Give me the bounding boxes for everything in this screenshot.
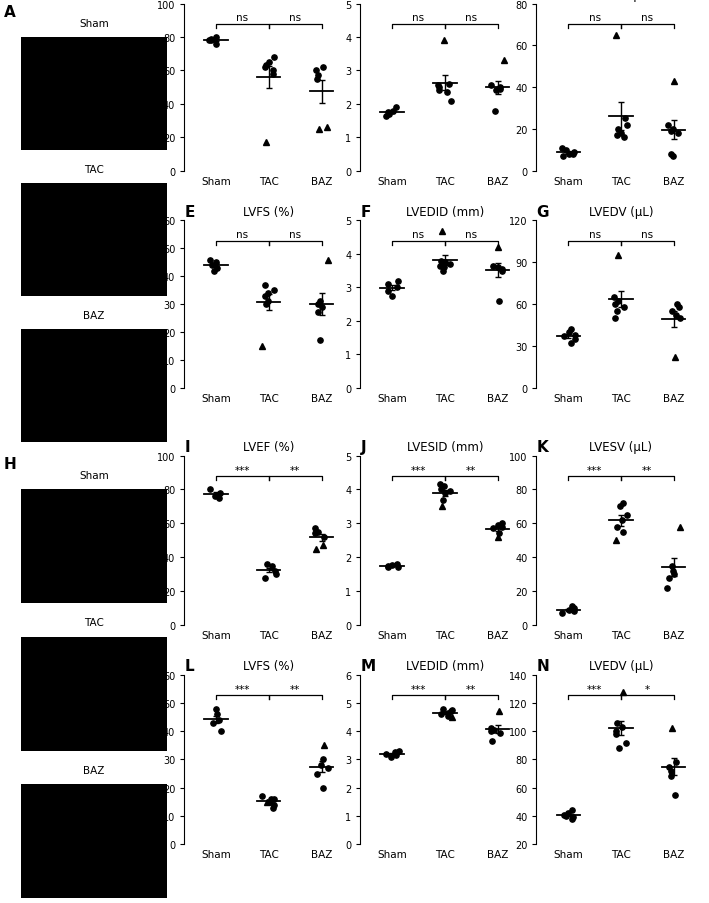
Text: **: ** xyxy=(290,684,301,694)
Title: LVEDID (mm): LVEDID (mm) xyxy=(406,206,484,219)
Text: Sham: Sham xyxy=(79,18,108,29)
Title: LVESV (μL): LVESV (μL) xyxy=(589,441,652,453)
Title: LVESID (mm): LVESID (mm) xyxy=(407,0,483,2)
Text: D: D xyxy=(537,0,549,3)
Text: ns: ns xyxy=(289,14,301,23)
Text: I: I xyxy=(184,439,190,454)
Text: TAC: TAC xyxy=(84,164,104,174)
Text: *: * xyxy=(644,684,650,694)
Text: **: ** xyxy=(642,465,652,475)
Text: E: E xyxy=(184,204,195,219)
Text: ns: ns xyxy=(465,230,477,240)
Text: ***: *** xyxy=(235,465,250,475)
Text: M: M xyxy=(360,658,376,674)
Text: ***: *** xyxy=(411,465,426,475)
Title: LVESID (mm): LVESID (mm) xyxy=(407,441,483,453)
Title: LVEDV (μL): LVEDV (μL) xyxy=(588,659,653,673)
Text: F: F xyxy=(360,204,371,219)
Text: H: H xyxy=(4,456,16,471)
Text: B: B xyxy=(184,0,196,3)
Text: ns: ns xyxy=(289,230,301,240)
Text: ***: *** xyxy=(587,465,602,475)
Text: **: ** xyxy=(467,465,476,475)
Title: LVEDID (mm): LVEDID (mm) xyxy=(406,659,484,673)
Text: **: ** xyxy=(467,684,476,694)
Title: LVEF (%): LVEF (%) xyxy=(243,0,294,2)
Text: A: A xyxy=(4,5,16,20)
Text: K: K xyxy=(537,439,548,454)
Text: 4 wk: 4 wk xyxy=(157,210,167,237)
Text: ***: *** xyxy=(587,684,602,694)
Title: LVFS (%): LVFS (%) xyxy=(243,659,294,673)
Text: J: J xyxy=(360,439,366,454)
Text: ns: ns xyxy=(413,230,425,240)
Text: L: L xyxy=(184,658,194,674)
Text: ns: ns xyxy=(642,14,654,23)
Text: BAZ: BAZ xyxy=(83,765,105,775)
Text: ns: ns xyxy=(236,14,248,23)
Text: ns: ns xyxy=(413,14,425,23)
Text: ***: *** xyxy=(235,684,250,694)
Text: **: ** xyxy=(290,465,301,475)
Text: ns: ns xyxy=(588,14,601,23)
Text: ns: ns xyxy=(465,14,477,23)
Text: TAC: TAC xyxy=(84,618,104,628)
Text: Sham: Sham xyxy=(79,470,108,480)
Title: LVEF (%): LVEF (%) xyxy=(243,441,294,453)
Text: 8 wk: 8 wk xyxy=(157,664,167,691)
Title: LVEDV (μL): LVEDV (μL) xyxy=(588,206,653,219)
Text: C: C xyxy=(360,0,372,3)
Text: G: G xyxy=(537,204,549,219)
Title: LVESV (μL): LVESV (μL) xyxy=(589,0,652,2)
Text: ns: ns xyxy=(236,230,248,240)
Text: ns: ns xyxy=(588,230,601,240)
Text: BAZ: BAZ xyxy=(83,311,105,321)
Text: N: N xyxy=(537,658,549,674)
Text: ns: ns xyxy=(642,230,654,240)
Title: LVFS (%): LVFS (%) xyxy=(243,206,294,219)
Text: ***: *** xyxy=(411,684,426,694)
